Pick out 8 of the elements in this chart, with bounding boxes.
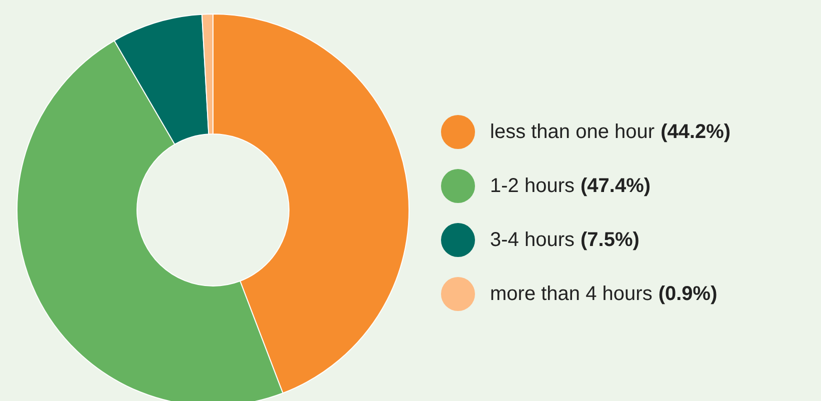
legend-label: less than one hour bbox=[490, 120, 655, 144]
legend-label: 1-2 hours bbox=[490, 174, 574, 198]
data-label: (47.4%) bbox=[580, 174, 651, 198]
legend-label: more than 4 hours bbox=[490, 282, 652, 306]
data-label: (44.2%) bbox=[660, 120, 731, 144]
legend-label: 3-4 hours bbox=[490, 228, 574, 252]
data-label: (7.5%) bbox=[580, 228, 640, 252]
data-label: (0.9%) bbox=[658, 282, 718, 306]
